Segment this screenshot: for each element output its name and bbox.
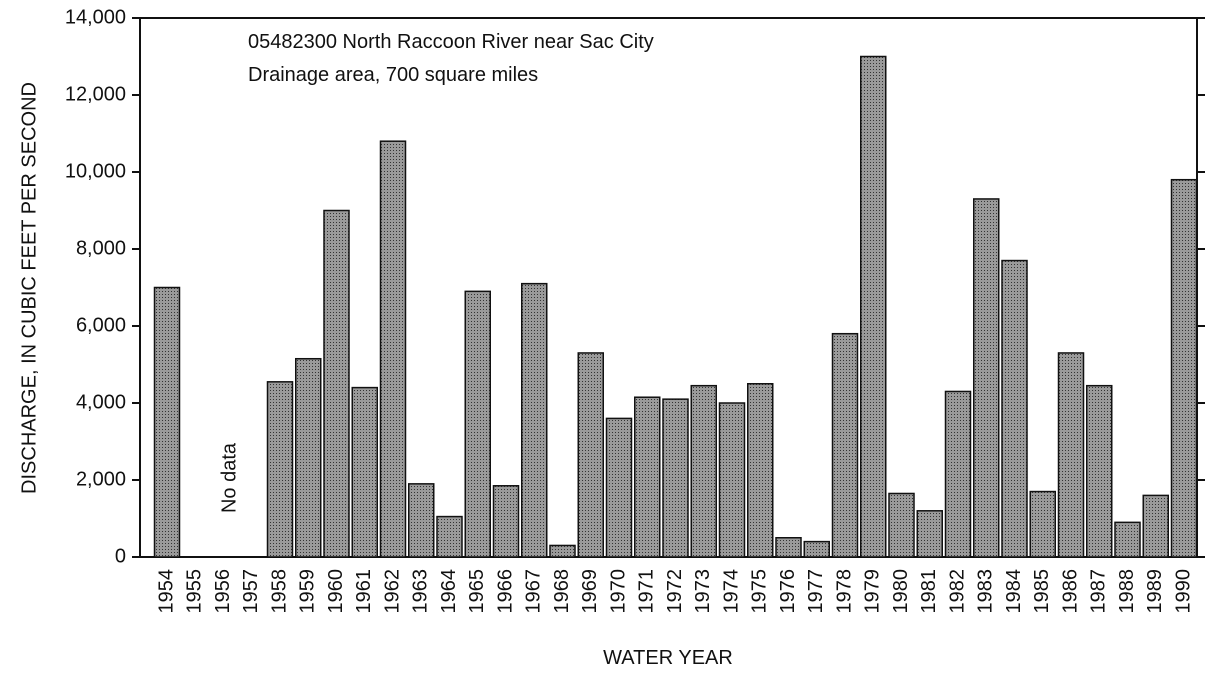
x-tick-label: 1964	[438, 569, 460, 614]
x-tick-label: 1976	[777, 569, 799, 614]
y-tick-label: 14,000	[65, 6, 126, 28]
x-tick-label: 1966	[494, 569, 516, 614]
y-tick-label: 8,000	[76, 237, 126, 259]
bar	[323, 209, 350, 558]
x-tick-label: 1956	[212, 569, 234, 614]
bar	[1086, 384, 1113, 558]
bar	[916, 510, 943, 558]
bar	[634, 396, 661, 558]
bar	[379, 140, 407, 558]
x-tick-label: 1989	[1144, 569, 1166, 614]
x-tick-label: 1981	[918, 569, 940, 614]
bar	[1001, 259, 1028, 558]
bar	[153, 286, 181, 558]
x-tick-label: 1955	[184, 569, 206, 614]
bar	[944, 390, 972, 558]
x-tick-label: 1974	[720, 569, 742, 614]
bar	[662, 398, 689, 558]
x-tick-label: 1970	[607, 569, 629, 614]
x-tick-label: 1975	[749, 569, 771, 614]
x-tick-label: 1983	[975, 569, 997, 614]
x-tick-label: 1971	[636, 569, 658, 614]
x-tick-label: 1954	[155, 569, 177, 614]
x-tick-label: 1986	[1059, 569, 1081, 614]
bar	[605, 417, 633, 558]
bar	[295, 357, 322, 558]
y-tick-label: 4,000	[76, 391, 126, 413]
bar	[351, 386, 378, 558]
bar	[492, 485, 520, 558]
bar	[860, 55, 887, 558]
x-tick-label: 1973	[692, 569, 714, 614]
x-tick-label: 1987	[1088, 569, 1110, 614]
y-tick-label: 2,000	[76, 468, 126, 490]
bar	[1057, 352, 1085, 558]
bar	[690, 384, 717, 558]
x-tick-label: 1967	[523, 569, 545, 614]
x-tick-label: 1969	[579, 569, 601, 614]
x-tick-label: 1960	[325, 569, 347, 614]
x-tick-label: 1959	[297, 569, 319, 614]
bar	[464, 290, 491, 558]
bar	[775, 537, 802, 558]
y-axis-label: DISCHARGE, IN CUBIC FEET PER SECOND	[18, 82, 40, 494]
bar	[888, 492, 915, 558]
x-tick-label: 1982	[946, 569, 968, 614]
x-tick-label: 1972	[664, 569, 686, 614]
bar	[973, 198, 1000, 558]
bar	[436, 515, 463, 558]
x-tick-label: 1980	[890, 569, 912, 614]
bar	[1114, 521, 1141, 558]
bar	[1170, 178, 1198, 558]
x-tick-label: 1988	[1116, 569, 1138, 614]
bar	[803, 540, 830, 558]
x-axis-label: WATER YEAR	[603, 647, 733, 669]
x-tick-label: 1958	[268, 569, 290, 614]
bar	[831, 332, 859, 558]
x-tick-label: 1977	[805, 569, 827, 614]
bar	[521, 282, 548, 558]
y-tick-label: 12,000	[65, 83, 126, 105]
chart-title: 05482300 North Raccoon River near Sac Ci…	[248, 31, 654, 53]
x-tick-label: 1961	[353, 569, 375, 614]
annotation: No data	[218, 442, 240, 513]
bar	[266, 381, 294, 558]
bar	[1029, 490, 1056, 558]
bar	[718, 402, 746, 558]
bar	[408, 483, 435, 558]
x-tick-label: 1979	[862, 569, 884, 614]
x-tick-label: 1965	[466, 569, 488, 614]
bar	[577, 352, 604, 558]
y-tick-label: 10,000	[65, 160, 126, 182]
x-tick-label: 1968	[551, 569, 573, 614]
x-tick-label: 1990	[1172, 569, 1194, 614]
x-tick-label: 1985	[1031, 569, 1053, 614]
x-tick-label: 1962	[381, 569, 403, 614]
bar	[1142, 494, 1169, 558]
y-tick-label: 6,000	[76, 314, 126, 336]
x-tick-label: 1963	[410, 569, 432, 614]
x-tick-label: 1957	[240, 569, 262, 614]
x-tick-label: 1984	[1003, 569, 1025, 614]
chart-subtitle: Drainage area, 700 square miles	[248, 64, 538, 86]
x-tick-label: 1978	[833, 569, 855, 614]
bar	[549, 544, 576, 558]
y-tick-label: 0	[115, 545, 126, 567]
bar	[747, 383, 774, 558]
